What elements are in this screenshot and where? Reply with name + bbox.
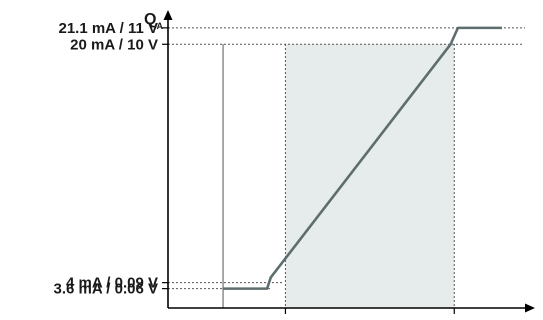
y-tick-labels: 3.6 mA / 0.06 V4 mA / 0.09 V 20 mA / 10 V… — [53, 20, 168, 298]
y-tick-label-sat_low: 3.6 mA / 0.06 V — [53, 281, 158, 298]
y-axis-arrow — [163, 10, 173, 20]
series-line — [223, 26, 502, 290]
y-axis-title-sub: A — [156, 21, 163, 31]
y-axis-title-main: Q — [144, 11, 156, 28]
x-ticks — [284, 308, 455, 314]
y-tick-label-low: 4 mA / 0.09 V — [66, 275, 158, 292]
shaded-range — [285, 44, 455, 308]
x-axis-arrow — [525, 303, 535, 313]
y-tick-label-high: 20 mA / 10 V — [70, 36, 158, 53]
y-axis-title: QA — [144, 11, 163, 31]
y-tick-label-sat_high: 21.1 mA / 11 V — [58, 20, 158, 37]
